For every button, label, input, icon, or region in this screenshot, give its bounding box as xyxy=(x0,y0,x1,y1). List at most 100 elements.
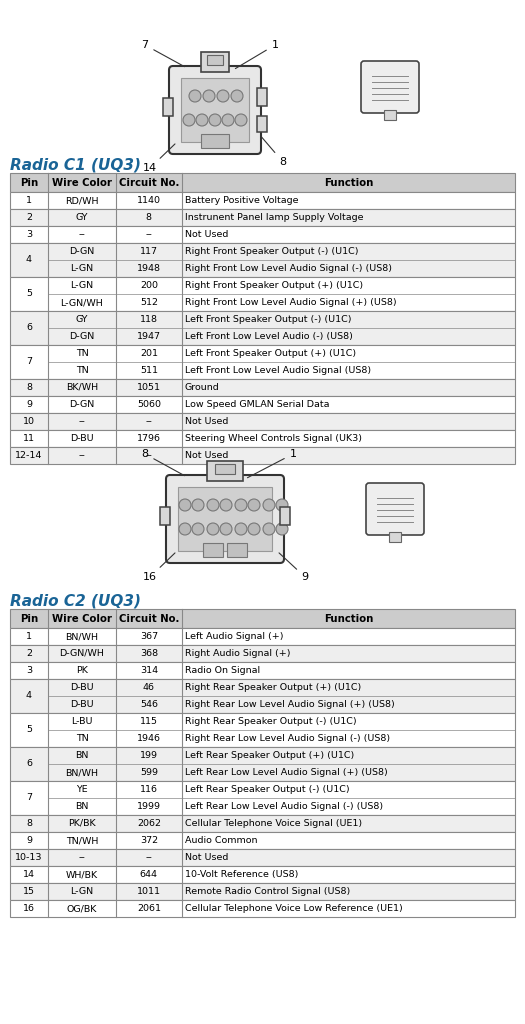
Text: 599: 599 xyxy=(140,768,158,777)
Text: Left Front Low Level Audio (-) (US8): Left Front Low Level Audio (-) (US8) xyxy=(185,332,353,341)
Circle shape xyxy=(248,499,260,511)
Text: 512: 512 xyxy=(140,298,158,307)
FancyBboxPatch shape xyxy=(366,483,424,535)
Text: OG/BK: OG/BK xyxy=(67,904,97,913)
Bar xyxy=(207,55,223,65)
Text: 1947: 1947 xyxy=(137,332,161,341)
Text: 7: 7 xyxy=(141,40,185,67)
Text: 8: 8 xyxy=(26,819,32,828)
Text: Left Front Speaker Output (-) (U1C): Left Front Speaker Output (-) (U1C) xyxy=(185,315,351,324)
Text: Right Rear Speaker Output (+) (U1C): Right Rear Speaker Output (+) (U1C) xyxy=(185,683,361,692)
Bar xyxy=(10,679,515,713)
Circle shape xyxy=(179,499,191,511)
Text: 1140: 1140 xyxy=(137,196,161,205)
Text: 511: 511 xyxy=(140,366,158,375)
Text: 1: 1 xyxy=(26,196,32,205)
Circle shape xyxy=(263,499,275,511)
Bar xyxy=(10,413,515,430)
Circle shape xyxy=(192,523,204,535)
Text: --: -- xyxy=(79,853,86,862)
Text: 16: 16 xyxy=(143,553,175,582)
Circle shape xyxy=(231,90,243,102)
Bar xyxy=(10,379,515,396)
Text: 372: 372 xyxy=(140,836,158,845)
Bar xyxy=(10,173,515,193)
Text: 3: 3 xyxy=(26,666,32,675)
Text: Circuit No.: Circuit No. xyxy=(119,177,179,187)
Text: YE: YE xyxy=(76,785,88,794)
Bar xyxy=(10,713,515,746)
Text: 5: 5 xyxy=(26,725,32,734)
Text: TN/WH: TN/WH xyxy=(66,836,98,845)
Circle shape xyxy=(196,114,208,126)
Text: 9: 9 xyxy=(26,836,32,845)
Bar xyxy=(10,379,515,396)
Text: D-BU: D-BU xyxy=(70,434,94,443)
Text: L-GN: L-GN xyxy=(70,264,93,273)
Text: Right Audio Signal (+): Right Audio Signal (+) xyxy=(185,649,290,658)
Text: 8: 8 xyxy=(261,136,287,167)
Bar xyxy=(10,430,515,447)
Text: Ground: Ground xyxy=(185,383,219,392)
Text: Not Used: Not Used xyxy=(185,230,228,239)
Text: 5060: 5060 xyxy=(137,400,161,409)
Text: 8: 8 xyxy=(146,213,152,222)
Text: 1011: 1011 xyxy=(137,887,161,896)
Bar xyxy=(201,52,229,72)
Bar xyxy=(257,88,267,106)
Text: 1: 1 xyxy=(26,632,32,641)
Bar xyxy=(201,134,229,148)
Text: D-GN: D-GN xyxy=(69,332,94,341)
Circle shape xyxy=(183,114,195,126)
Text: Audio Common: Audio Common xyxy=(185,836,257,845)
Bar xyxy=(10,831,515,849)
Text: Right Front Speaker Output (-) (U1C): Right Front Speaker Output (-) (U1C) xyxy=(185,247,358,256)
Text: Pin: Pin xyxy=(20,613,38,624)
Text: Right Rear Low Level Audio Signal (-) (US8): Right Rear Low Level Audio Signal (-) (U… xyxy=(185,734,390,743)
Text: 116: 116 xyxy=(140,785,158,794)
Circle shape xyxy=(220,523,232,535)
Circle shape xyxy=(217,90,229,102)
Text: Instrunent Panel lamp Supply Voltage: Instrunent Panel lamp Supply Voltage xyxy=(185,213,363,222)
Text: BN/WH: BN/WH xyxy=(66,632,99,641)
Text: Pin: Pin xyxy=(20,177,38,187)
Bar xyxy=(10,396,515,413)
Bar xyxy=(10,628,515,645)
Circle shape xyxy=(235,114,247,126)
Bar xyxy=(10,447,515,464)
Bar xyxy=(384,110,396,120)
Bar xyxy=(10,413,515,430)
Text: 201: 201 xyxy=(140,349,158,358)
Text: D-GN: D-GN xyxy=(69,400,94,409)
Text: RD/WH: RD/WH xyxy=(65,196,99,205)
Bar xyxy=(181,78,249,142)
Bar xyxy=(10,345,515,379)
Text: --: -- xyxy=(145,853,152,862)
Text: D-GN/WH: D-GN/WH xyxy=(59,649,104,658)
Text: BN/WH: BN/WH xyxy=(66,768,99,777)
FancyBboxPatch shape xyxy=(166,475,284,563)
Text: Remote Radio Control Signal (US8): Remote Radio Control Signal (US8) xyxy=(185,887,350,896)
Text: D-GN: D-GN xyxy=(69,247,94,256)
Text: 10: 10 xyxy=(23,417,35,426)
Text: Radio C1 (UQ3): Radio C1 (UQ3) xyxy=(10,158,141,173)
Bar xyxy=(10,849,515,866)
Text: L-GN: L-GN xyxy=(70,281,93,290)
Text: 5: 5 xyxy=(26,290,32,299)
Text: 1051: 1051 xyxy=(137,383,161,392)
Text: Circuit No.: Circuit No. xyxy=(119,613,179,624)
Bar xyxy=(10,396,515,413)
Text: Left Audio Signal (+): Left Audio Signal (+) xyxy=(185,632,283,641)
Text: 9: 9 xyxy=(26,400,32,409)
Bar xyxy=(10,746,515,781)
FancyBboxPatch shape xyxy=(169,66,261,154)
Text: 4: 4 xyxy=(26,691,32,700)
Bar xyxy=(10,781,515,815)
Text: --: -- xyxy=(79,230,86,239)
Text: 3: 3 xyxy=(26,230,32,239)
Text: BK/WH: BK/WH xyxy=(66,383,98,392)
Text: 644: 644 xyxy=(140,870,158,879)
Text: D-BU: D-BU xyxy=(70,683,94,692)
Bar xyxy=(10,746,515,781)
Text: 118: 118 xyxy=(140,315,158,324)
